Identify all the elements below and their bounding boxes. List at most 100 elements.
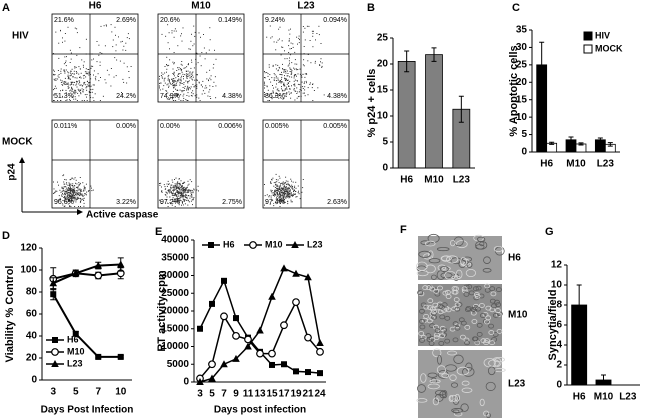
event-dot [297,96,299,98]
event-dot [188,195,190,196]
event-dot [66,196,68,198]
event-dot [69,183,70,185]
event-dot [173,186,175,188]
event-dot [71,177,73,179]
event-dot [65,192,67,194]
cell [449,374,457,381]
event-dot [69,199,71,201]
event-dot [269,203,271,205]
event-dot [72,188,74,190]
event-dot [291,76,293,78]
event-dot [266,85,268,87]
cell [464,324,471,330]
event-dot [161,190,163,192]
marker [305,369,311,376]
quadrant-percent: 0.005% [265,123,289,130]
event-dot [88,85,90,87]
event-dot [167,79,169,81]
event-dot [264,83,265,85]
event-dot [177,186,179,188]
event-dot [286,191,288,192]
cell [462,367,475,377]
event-dot [84,71,86,73]
event-dot [99,61,101,63]
event-dot [278,201,280,203]
event-dot [282,184,284,186]
event-dot [285,176,287,178]
event-dot [71,191,73,193]
event-dot [285,188,287,190]
event-dot [76,198,78,200]
event-dot [84,193,86,194]
event-dot [191,190,193,192]
event-dot [178,76,179,77]
event-dot [80,194,82,195]
event-dot [105,24,107,26]
event-dot [175,187,177,189]
event-dot [284,69,285,71]
event-dot [299,84,301,86]
event-dot [288,194,289,196]
event-dot [204,58,206,60]
error-bar [568,136,574,144]
event-dot [65,186,67,188]
cell [418,308,425,314]
event-dot [182,187,184,189]
event-dot [174,201,176,203]
event-dot [276,188,278,190]
event-dot [288,38,290,40]
event-dot [74,190,75,192]
event-dot [176,198,178,200]
marker [197,325,203,332]
event-dot [287,79,289,81]
cell [461,387,473,393]
event-dot [200,65,202,67]
event-dot [181,186,183,188]
event-dot [203,47,205,49]
cell [494,299,500,305]
event-dot [71,197,73,199]
event-dot [70,206,72,207]
event-dot [175,186,177,188]
event-dot [191,75,192,77]
event-dot [170,186,172,188]
event-dot [62,175,64,177]
event-dot [273,182,275,184]
event-dot [290,68,292,70]
event-dot [79,190,81,192]
event-dot [57,181,58,183]
event-dot [293,80,295,82]
cell [461,380,470,386]
event-dot [176,187,178,188]
event-dot [69,205,71,207]
event-dot [167,24,169,26]
event-dot [72,195,74,197]
x-tick-label: 9 [233,389,239,400]
event-dot [77,196,79,198]
event-dot [190,192,192,194]
event-dot [80,72,82,74]
line [53,272,121,280]
event-dot [67,26,69,28]
event-dot [82,198,84,200]
x-tick-label: 7 [221,389,227,400]
event-dot [178,69,180,71]
quadrant-percent: 9.24% [265,17,285,24]
event-dot [175,83,177,85]
marker [49,279,58,287]
event-dot [167,92,169,94]
event-dot [173,84,175,86]
event-dot [264,77,266,79]
event-dot [303,82,305,84]
event-dot [294,193,296,195]
event-dot [168,191,170,193]
event-dot [171,191,172,193]
event-dot [192,71,194,73]
cell [424,264,436,274]
event-dot [74,96,76,98]
event-dot [291,70,293,72]
marker [51,348,59,356]
event-dot [79,77,80,78]
event-dot [187,63,189,65]
event-dot [172,91,174,92]
